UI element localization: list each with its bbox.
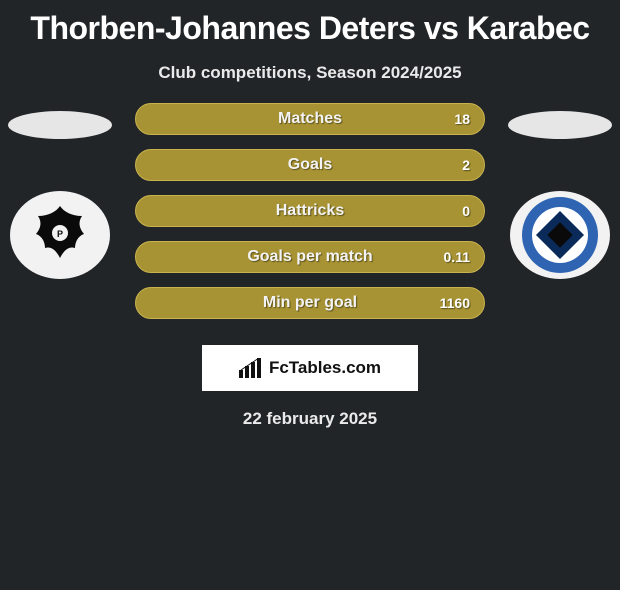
- svg-text:P: P: [57, 229, 63, 239]
- subtitle: Club competitions, Season 2024/2025: [0, 63, 620, 83]
- stat-label: Matches: [136, 104, 484, 134]
- hsv-crest-icon: [518, 193, 602, 277]
- comparison-panel: P Matches 18 Goals 2: [0, 111, 620, 341]
- stat-value-right: 0: [462, 196, 470, 226]
- stat-row: Min per goal 1160: [135, 287, 485, 319]
- eagle-crest-icon: P: [21, 200, 99, 270]
- player-right: [508, 111, 612, 279]
- stat-label: Hattricks: [136, 196, 484, 226]
- stat-value-right: 18: [454, 104, 470, 134]
- stat-label: Goals per match: [136, 242, 484, 272]
- stat-row: Goals 2: [135, 149, 485, 181]
- bars-icon: [239, 358, 261, 378]
- stat-value-right: 2: [462, 150, 470, 180]
- stat-row: Matches 18: [135, 103, 485, 135]
- stat-row: Goals per match 0.11: [135, 241, 485, 273]
- player-left: P: [8, 111, 112, 279]
- stat-rows: Matches 18 Goals 2 Hattricks 0 Goals per…: [135, 103, 485, 333]
- stat-value-right: 1160: [440, 288, 470, 318]
- stat-label: Goals: [136, 150, 484, 180]
- page-title: Thorben-Johannes Deters vs Karabec: [0, 10, 620, 47]
- club-badge-left: P: [10, 191, 110, 279]
- player-left-silhouette: [8, 111, 112, 139]
- brand-label: FcTables.com: [269, 358, 381, 378]
- stat-value-right: 0.11: [444, 242, 470, 272]
- date-line: 22 february 2025: [0, 409, 620, 429]
- brand-box[interactable]: FcTables.com: [202, 345, 418, 391]
- player-right-silhouette: [508, 111, 612, 139]
- stat-row: Hattricks 0: [135, 195, 485, 227]
- club-badge-right: [510, 191, 610, 279]
- stat-label: Min per goal: [136, 288, 484, 318]
